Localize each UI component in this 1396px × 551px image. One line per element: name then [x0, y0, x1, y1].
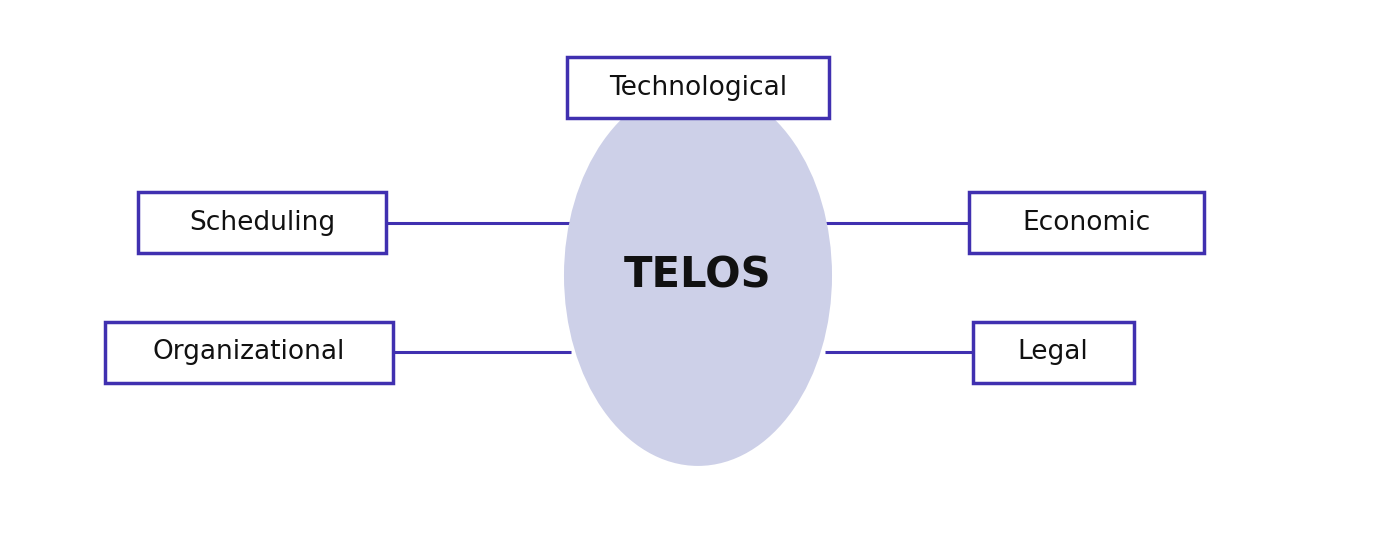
FancyBboxPatch shape [973, 322, 1134, 382]
Text: Scheduling: Scheduling [190, 209, 335, 236]
Text: Organizational: Organizational [152, 339, 345, 365]
Text: TELOS: TELOS [624, 255, 772, 296]
Text: Legal: Legal [1018, 339, 1089, 365]
FancyBboxPatch shape [105, 322, 394, 382]
FancyBboxPatch shape [567, 57, 829, 118]
FancyBboxPatch shape [969, 192, 1203, 253]
Text: Economic: Economic [1022, 209, 1150, 236]
Ellipse shape [564, 85, 832, 466]
Text: Technological: Technological [609, 75, 787, 101]
FancyBboxPatch shape [138, 192, 387, 253]
